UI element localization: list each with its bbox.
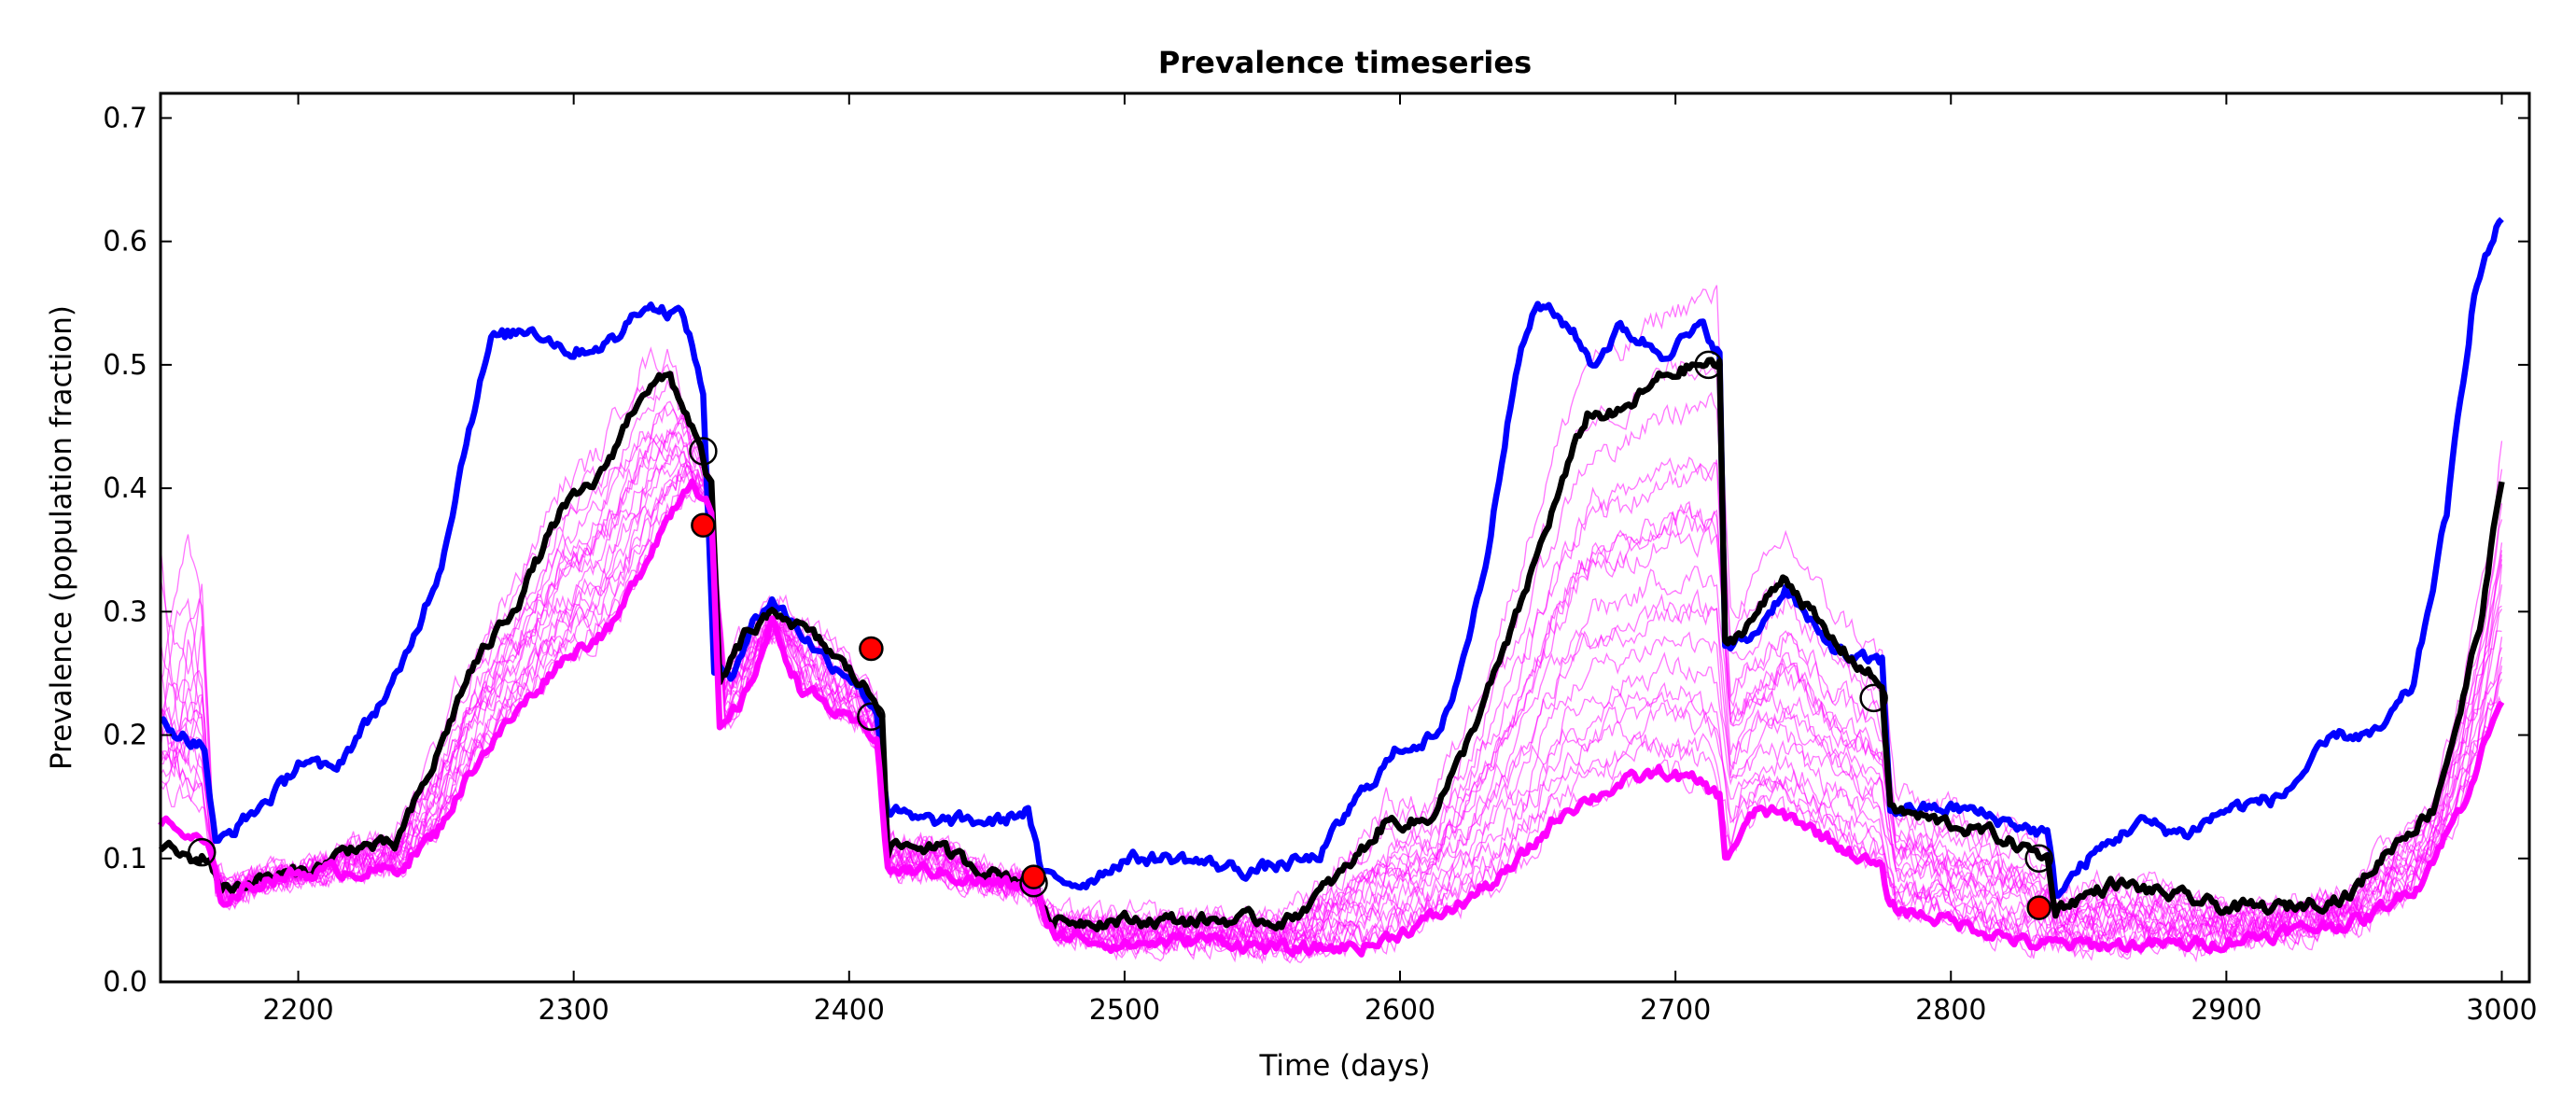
plot-frame bbox=[159, 91, 2531, 984]
open-circle-marker bbox=[1859, 683, 1888, 713]
x-tick-label: 2400 bbox=[814, 994, 885, 1027]
ensemble-line bbox=[160, 428, 2503, 945]
y-tick-label: 0.0 bbox=[103, 966, 147, 999]
axes: 2200 2300 2400 2500 2600 2700 2800 2900 3000 0.0 0… bbox=[103, 93, 2538, 1027]
open-circle-marker bbox=[689, 437, 718, 466]
y-axis-label: Prevalence (population fraction) bbox=[45, 305, 78, 770]
x-tick-label: 2700 bbox=[1640, 994, 1711, 1027]
open-circle-marker bbox=[2024, 844, 2053, 874]
main-series bbox=[158, 217, 2505, 958]
x-axis-label: Time (days) bbox=[1258, 1049, 1430, 1083]
open-circle-marker bbox=[1694, 350, 1723, 380]
red-marker bbox=[2026, 895, 2051, 920]
y-tick-label: 0.2 bbox=[103, 720, 147, 752]
y-tick-label: 0.4 bbox=[103, 472, 147, 505]
series-line-black bbox=[158, 357, 2505, 932]
ensemble-line bbox=[160, 404, 2503, 942]
open-circle-marker bbox=[857, 702, 886, 731]
y-tick-label: 0.7 bbox=[103, 102, 147, 134]
red-marker bbox=[1021, 864, 1046, 889]
x-tick-label: 3000 bbox=[2466, 994, 2537, 1027]
x-tick-label: 2200 bbox=[262, 994, 333, 1027]
red-marker bbox=[691, 512, 716, 539]
series-line-blue bbox=[160, 217, 2504, 899]
x-tick-label: 2500 bbox=[1089, 994, 1160, 1027]
x-tick-label: 2600 bbox=[1365, 994, 1435, 1027]
red-marker bbox=[859, 636, 884, 662]
ensemble-lines bbox=[160, 285, 2503, 965]
y-tick-label: 0.6 bbox=[103, 226, 147, 259]
ensemble-line bbox=[160, 444, 2503, 956]
event-markers bbox=[188, 350, 2053, 920]
x-tick-label: 2300 bbox=[538, 994, 609, 1027]
y-tick-label: 0.5 bbox=[103, 349, 147, 382]
ensemble-line bbox=[160, 451, 2502, 959]
chart-title: Prevalence timeseries bbox=[1158, 45, 1532, 80]
open-circle-marker bbox=[188, 837, 217, 867]
x-tick-label: 2900 bbox=[2191, 994, 2261, 1027]
y-tick-label: 0.3 bbox=[103, 595, 147, 628]
ensemble-line bbox=[160, 461, 2503, 955]
ensemble-line bbox=[160, 400, 2503, 945]
y-tick-label: 0.1 bbox=[103, 843, 147, 875]
series-line-magenta bbox=[158, 478, 2505, 958]
x-tick-label: 2800 bbox=[1915, 994, 1986, 1027]
